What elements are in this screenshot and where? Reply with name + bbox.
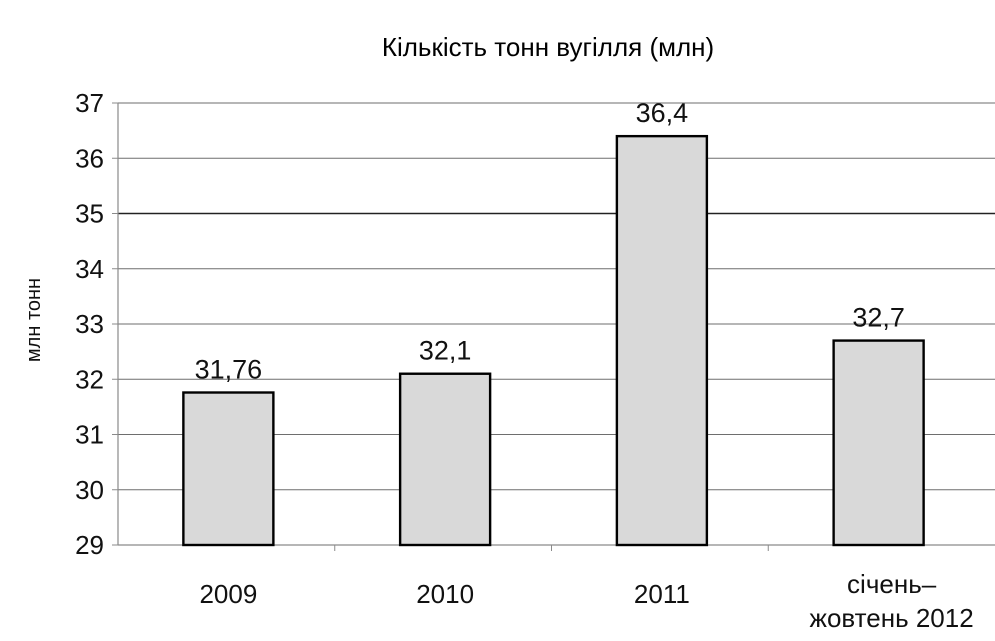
x-axis-ticks: 2009 2010 2011 січень– жовтень 2012 (199, 545, 974, 633)
chart-title: Кількість тонн вугілля (млн) (382, 32, 714, 62)
y-tick-label: 35 (75, 199, 104, 229)
y-tick-label: 32 (75, 364, 104, 394)
y-axis-label: млн тонн (23, 278, 45, 362)
data-label: 32,1 (419, 336, 472, 366)
y-tick-label: 34 (75, 254, 104, 284)
data-label: 32,7 (852, 303, 905, 333)
y-tick-label: 30 (75, 475, 104, 505)
bar (615, 134, 709, 547)
y-tick-label: 33 (75, 309, 104, 339)
bar (398, 372, 492, 547)
y-tick-label: 31 (75, 420, 104, 450)
data-label: 36,4 (636, 98, 689, 128)
bar (832, 339, 925, 547)
data-labels: 31,76 32,1 36,4 32,7 (195, 98, 905, 384)
x-tick-label: 2011 (634, 579, 690, 609)
x-tick-label: 2009 (199, 579, 257, 609)
bar (182, 391, 275, 547)
x-tick-label: січень– жовтень 2012 (810, 569, 974, 633)
bars (182, 134, 925, 547)
data-label: 31,76 (195, 355, 263, 385)
y-tick-label: 37 (75, 88, 104, 118)
x-tick-label: 2010 (416, 579, 474, 609)
y-tick-label: 36 (75, 143, 104, 173)
y-axis-ticks: 29 30 31 32 33 34 35 36 37 (75, 88, 118, 560)
y-tick-label: 29 (75, 530, 104, 560)
